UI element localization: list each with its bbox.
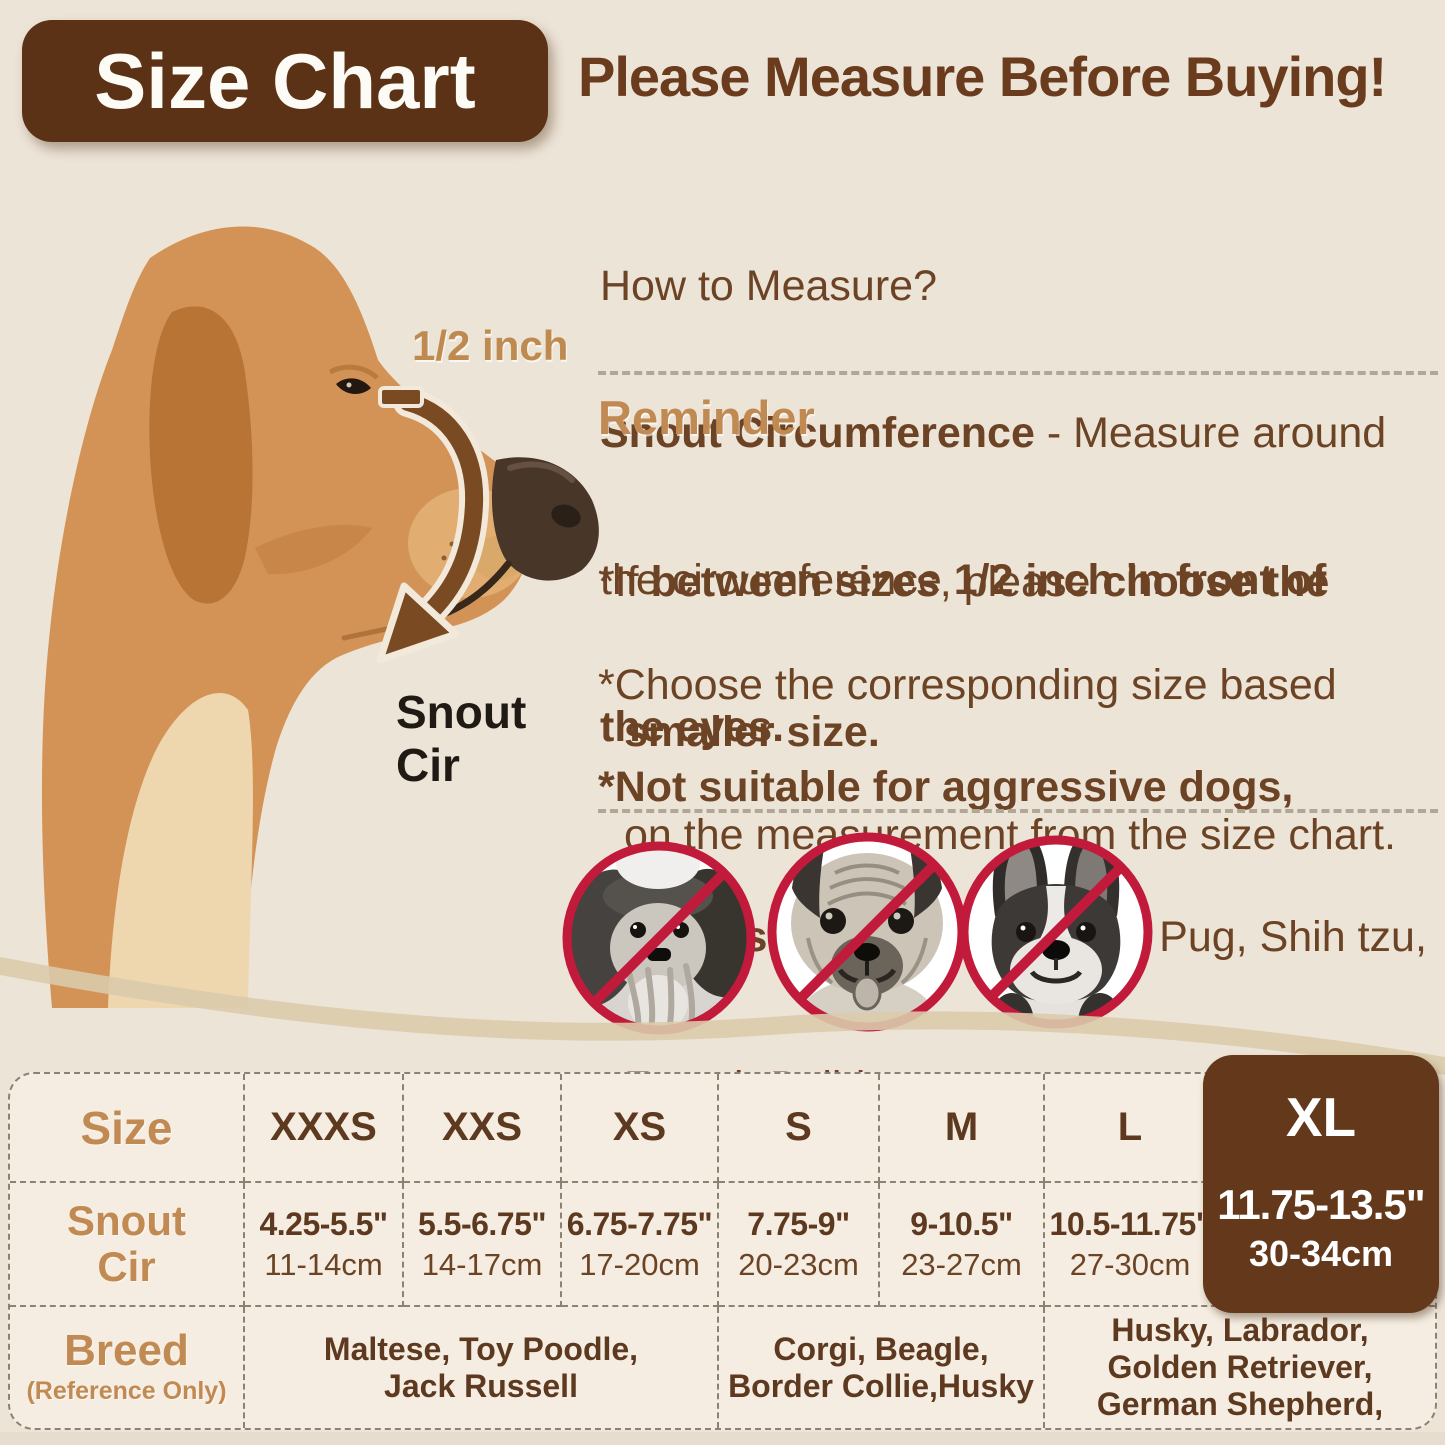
reminder-bullet-1: *If between sizes, please choose the sma… <box>598 558 1330 756</box>
dog-chest-fur <box>108 693 253 1008</box>
table-header-size: Size <box>10 1074 245 1183</box>
how-to-measure-title: How to Measure? <box>600 262 937 310</box>
dog-cheek-shading <box>255 524 372 575</box>
dog-photo <box>41 226 599 1009</box>
table-header-s: S <box>719 1074 880 1183</box>
dog-nose-highlight <box>507 461 575 483</box>
how-to-measure-section: How to Measure? Snout Circumference - Me… <box>600 164 1386 850</box>
table-row-label-breed: Breed (Reference Only) <box>10 1307 245 1428</box>
snout-cir-cell-xs: 6.75-7.75" 17-20cm <box>562 1183 719 1307</box>
breed-cell-large-sizes: Husky, Labrador, Golden Retriever, Germa… <box>1096 1312 1384 1422</box>
highlighted-size-xl: XL 11.75-13.5" 30-34cm <box>1203 1055 1439 1313</box>
table-header-xs: XS <box>562 1074 719 1183</box>
xl-size-label: XL <box>1285 1086 1357 1148</box>
snout-cir-cell-xxs: 5.5-6.75" 14-17cm <box>404 1183 562 1307</box>
size-chart-badge-label: Size Chart <box>94 36 476 125</box>
table-row-label-snout-cir: Snout Cir <box>10 1183 245 1307</box>
snout-cir-cell-s: 7.75-9" 20-23cm <box>719 1183 880 1307</box>
how-to-measure-line: the circumference 1/2 inch in front of <box>600 556 1327 604</box>
half-inch-label: 1/2 inch <box>412 322 569 369</box>
dog-nose <box>491 457 599 581</box>
size-table: Size XXXS XXS XS S M L Snout Cir 4.25-5.5… <box>8 1072 1437 1430</box>
snout-cir-label: Snout Cir <box>396 686 527 791</box>
table-header-xxxs: XXXS <box>245 1074 404 1183</box>
size-chart-badge: Size Chart <box>22 20 548 142</box>
dashed-divider <box>598 371 1438 375</box>
dog-eye <box>336 378 371 394</box>
table-header-xxs: XXS <box>404 1074 562 1183</box>
dashed-divider <box>598 809 1438 813</box>
table-header-m: M <box>880 1074 1045 1183</box>
dog-ear <box>149 306 253 604</box>
no-shih-tzu-icon <box>562 841 756 1035</box>
dog-nostril <box>551 504 581 528</box>
page-headline: Please Measure Before Buying! <box>578 45 1387 108</box>
dog-eye-glint <box>346 382 352 388</box>
xl-snout-inches: 11.75-13.5" <box>1217 1181 1425 1228</box>
snout-cir-cell-xxxs: 4.25-5.5" 11-14cm <box>245 1183 404 1307</box>
snout-cir-cell-m: 9-10.5" 23-27cm <box>880 1183 1045 1307</box>
dog-brow-line <box>328 364 379 380</box>
snout-cir-cell-l: 10.5-11.75" 27-30cm <box>1045 1183 1217 1307</box>
half-inch-marker-icon <box>378 386 424 408</box>
reminder-title: Reminder <box>598 391 815 444</box>
xl-snout-cm: 30-34cm <box>1248 1233 1394 1274</box>
breed-cell-small-sizes: Maltese, Toy Poodle, Jack Russell <box>245 1307 719 1428</box>
how-to-measure-line: Snout Circumference - Measure around <box>600 409 1387 457</box>
how-to-measure-line: the eyes. <box>600 703 785 751</box>
breed-cell-medium-sizes: Corgi, Beagle, Border Collie,Husky <box>719 1307 1045 1428</box>
curved-divider <box>0 957 1445 1075</box>
bottom-strip <box>0 1432 1445 1445</box>
table-header-l: L <box>1045 1074 1217 1183</box>
snout-measure-arrow-icon <box>376 386 490 664</box>
